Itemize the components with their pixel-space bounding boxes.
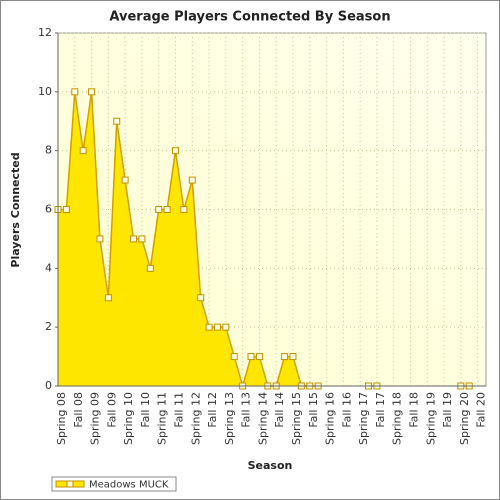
marker bbox=[180, 206, 188, 213]
x-tick-label: Fall 20 bbox=[475, 392, 488, 428]
x-tick-label: Spring 16 bbox=[324, 392, 337, 445]
x-tick-label: Spring 18 bbox=[391, 392, 404, 445]
x-tick-label: Spring 17 bbox=[357, 392, 370, 445]
x-axis-title: Season bbox=[248, 459, 293, 472]
x-tick-label: Spring 10 bbox=[122, 392, 135, 445]
marker bbox=[188, 176, 196, 184]
y-tick-label: 8 bbox=[45, 144, 52, 157]
chart-title: Average Players Connected By Season bbox=[109, 10, 390, 25]
x-tick-label: Fall 18 bbox=[407, 392, 420, 428]
x-tick-label: Fall 10 bbox=[139, 392, 152, 428]
x-tick-label: Fall 08 bbox=[72, 392, 85, 428]
marker bbox=[247, 353, 255, 361]
marker bbox=[197, 294, 205, 302]
x-tick-label: Spring 08 bbox=[55, 392, 68, 445]
marker bbox=[138, 235, 146, 243]
marker bbox=[230, 353, 238, 361]
marker bbox=[289, 353, 297, 361]
x-tick-label: Spring 13 bbox=[223, 392, 236, 445]
x-tick-label: Spring 14 bbox=[256, 392, 269, 445]
marker bbox=[163, 206, 171, 213]
marker bbox=[130, 235, 138, 243]
x-tick-label: Spring 11 bbox=[156, 392, 169, 445]
x-tick-label: Spring 20 bbox=[458, 392, 471, 445]
x-tick-label: Fall 11 bbox=[172, 392, 185, 428]
x-tick-label: Spring 09 bbox=[89, 392, 102, 445]
marker bbox=[171, 147, 179, 155]
x-tick-label: Fall 17 bbox=[374, 392, 387, 428]
marker bbox=[79, 147, 87, 155]
x-tick-label: Spring 12 bbox=[189, 392, 202, 445]
legend: Meadows MUCK bbox=[51, 476, 177, 492]
y-tick-label: 4 bbox=[45, 261, 52, 274]
marker bbox=[62, 206, 70, 213]
x-tick-label: Spring 15 bbox=[290, 392, 303, 445]
marker bbox=[146, 264, 154, 272]
marker bbox=[222, 323, 230, 331]
marker bbox=[205, 323, 213, 331]
legend-marker bbox=[66, 480, 74, 488]
x-tick-label: Fall 19 bbox=[441, 392, 454, 428]
x-tick-label: Fall 09 bbox=[105, 392, 118, 428]
x-tick-label: Fall 13 bbox=[240, 392, 253, 428]
y-tick-label: 6 bbox=[45, 203, 52, 216]
marker bbox=[104, 294, 112, 302]
marker bbox=[121, 176, 129, 184]
x-tick-label: Fall 14 bbox=[273, 392, 286, 428]
x-tick-label: Fall 12 bbox=[206, 392, 219, 428]
marker bbox=[281, 353, 289, 361]
marker bbox=[71, 88, 79, 96]
marker bbox=[88, 88, 96, 96]
marker bbox=[113, 117, 121, 125]
x-tick-label: Fall 16 bbox=[340, 392, 353, 428]
y-tick-label: 2 bbox=[45, 320, 52, 333]
area bbox=[58, 91, 319, 386]
y-tick-label: 10 bbox=[38, 85, 52, 98]
marker bbox=[213, 323, 221, 331]
y-tick-label: 12 bbox=[38, 26, 52, 39]
y-axis-title: Players Connected bbox=[9, 152, 22, 267]
marker bbox=[255, 353, 263, 361]
marker bbox=[96, 235, 104, 243]
marker bbox=[155, 206, 163, 213]
x-tick-label: Fall 15 bbox=[307, 392, 320, 428]
x-tick-label: Spring 19 bbox=[424, 392, 437, 445]
y-tick-label: 0 bbox=[45, 379, 52, 392]
legend-label: Meadows MUCK bbox=[89, 480, 169, 491]
